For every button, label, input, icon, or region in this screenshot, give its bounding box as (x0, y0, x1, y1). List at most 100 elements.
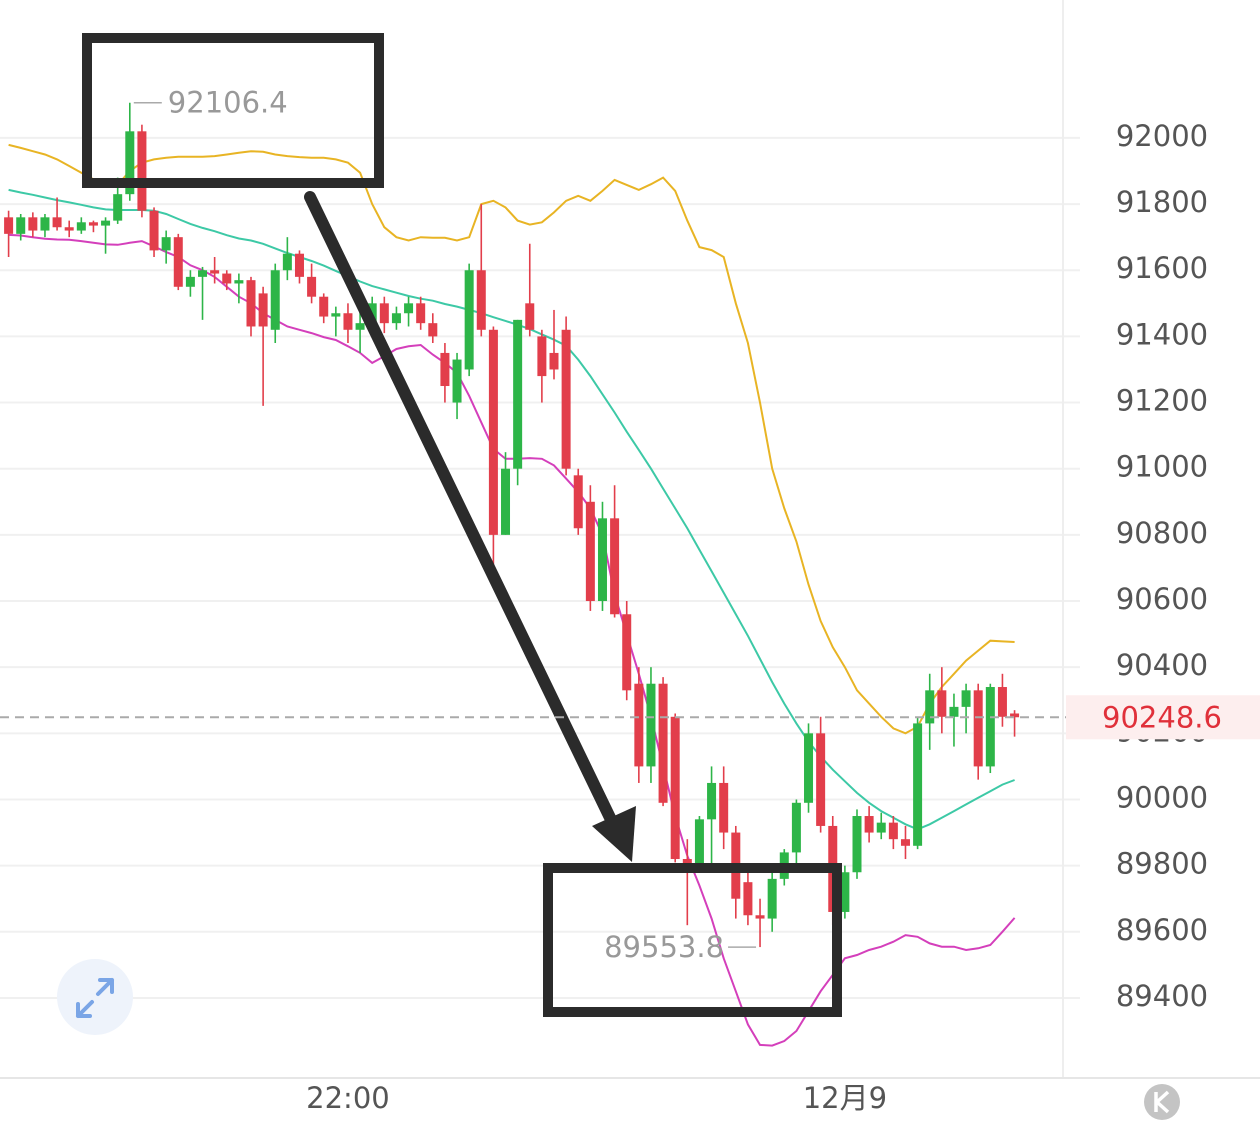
expand-icon[interactable] (76, 978, 114, 1018)
candle-body (585, 501, 595, 602)
band-line (8, 188, 1015, 831)
y-tick-label: 89800 (1116, 847, 1208, 881)
y-tick-label: 92000 (1116, 119, 1208, 153)
y-tick-label: 91000 (1116, 450, 1208, 484)
y-tick-label: 90400 (1116, 648, 1208, 682)
candle-body (985, 687, 995, 767)
candle-body (4, 217, 14, 234)
candle-body (404, 303, 414, 314)
candle-body (694, 819, 704, 866)
candle-body (125, 131, 135, 195)
candle-body (40, 217, 50, 231)
candle-body (343, 313, 353, 330)
candle-body (670, 716, 680, 860)
candle-body (1010, 713, 1020, 718)
candle-body (161, 237, 171, 251)
candle-body (610, 518, 620, 615)
highlight-box (543, 863, 842, 1017)
x-tick-label: 12月9 (803, 1081, 887, 1115)
candle-body (294, 253, 304, 277)
candle-body (113, 194, 123, 221)
plot (4, 102, 1020, 1047)
candle-body (149, 210, 159, 251)
kline-button[interactable] (1144, 1084, 1180, 1120)
last-price-label: 90248.6 (1102, 700, 1222, 734)
grid: 8940089600898009000090200904009060090800… (0, 119, 1208, 1115)
candle-body (925, 690, 935, 724)
candle-body (997, 687, 1007, 717)
candle-body (210, 270, 220, 274)
candle-body (440, 352, 450, 387)
candle-body (391, 313, 401, 324)
candle-body (198, 270, 208, 277)
band-line (8, 143, 1015, 735)
candle-body (137, 131, 147, 211)
y-tick-label: 91400 (1116, 317, 1208, 351)
candle-body (913, 723, 923, 846)
y-tick-label: 91200 (1116, 384, 1208, 418)
candle-body (331, 313, 341, 317)
y-tick-label: 91800 (1116, 185, 1208, 219)
candle-body (549, 352, 559, 370)
candle-body (234, 280, 244, 284)
candle-body (537, 336, 547, 377)
annotations: 92106.4 89553.8 90248.6 (0, 33, 1260, 1017)
candle-body (646, 683, 656, 767)
candle-body (476, 270, 486, 330)
candle-body (185, 276, 195, 287)
x-tick-label: 22:00 (306, 1081, 390, 1115)
candle-body (707, 782, 717, 820)
arrow-head (592, 806, 636, 862)
highlight-box (82, 33, 384, 188)
candle-body (719, 782, 729, 833)
max-label: 92106.4 (168, 86, 288, 120)
candle-body (16, 217, 26, 234)
candle-body (307, 276, 317, 297)
candle-body (525, 303, 535, 330)
candle-body (840, 872, 850, 912)
candle-body (379, 303, 389, 324)
candle-body (791, 802, 801, 853)
candle-body (561, 329, 571, 469)
candle-body (464, 270, 474, 370)
candle-body (973, 690, 983, 767)
candle-body (501, 468, 511, 535)
candle-body (101, 220, 111, 226)
candle-body (173, 237, 183, 287)
candle-body (573, 475, 583, 529)
candle-body (64, 227, 74, 231)
candle-body (222, 273, 232, 284)
candle-body (816, 733, 826, 826)
candle-body (319, 296, 329, 317)
candle-body (888, 822, 898, 840)
candle-body (804, 733, 814, 803)
last-price-bg (1066, 695, 1260, 740)
kline-icon[interactable] (1154, 1090, 1170, 1114)
candle-body (622, 614, 632, 691)
min-label: 89553.8 (604, 930, 724, 964)
candle-body (634, 683, 644, 767)
kline-button-bg[interactable] (1144, 1084, 1180, 1120)
y-tick-label: 91600 (1116, 251, 1208, 285)
candle-body (682, 859, 692, 866)
expand-button-bg[interactable] (57, 959, 133, 1035)
candle-body (767, 878, 777, 919)
candle-body (452, 359, 462, 403)
candle-body (937, 690, 947, 717)
candle-body (755, 915, 765, 919)
y-tick-label: 90600 (1116, 582, 1208, 616)
candle-body (270, 270, 280, 330)
candle-body (864, 816, 874, 833)
candle-body (597, 518, 607, 602)
y-tick-label: 90800 (1116, 516, 1208, 550)
expand-button[interactable] (57, 959, 133, 1035)
candle-body (355, 323, 365, 330)
candle-body (28, 217, 38, 231)
candle-body (52, 217, 62, 228)
candle-body (246, 280, 256, 327)
candle-body (88, 222, 98, 226)
candle-body (258, 293, 268, 327)
candle-body (900, 839, 910, 846)
